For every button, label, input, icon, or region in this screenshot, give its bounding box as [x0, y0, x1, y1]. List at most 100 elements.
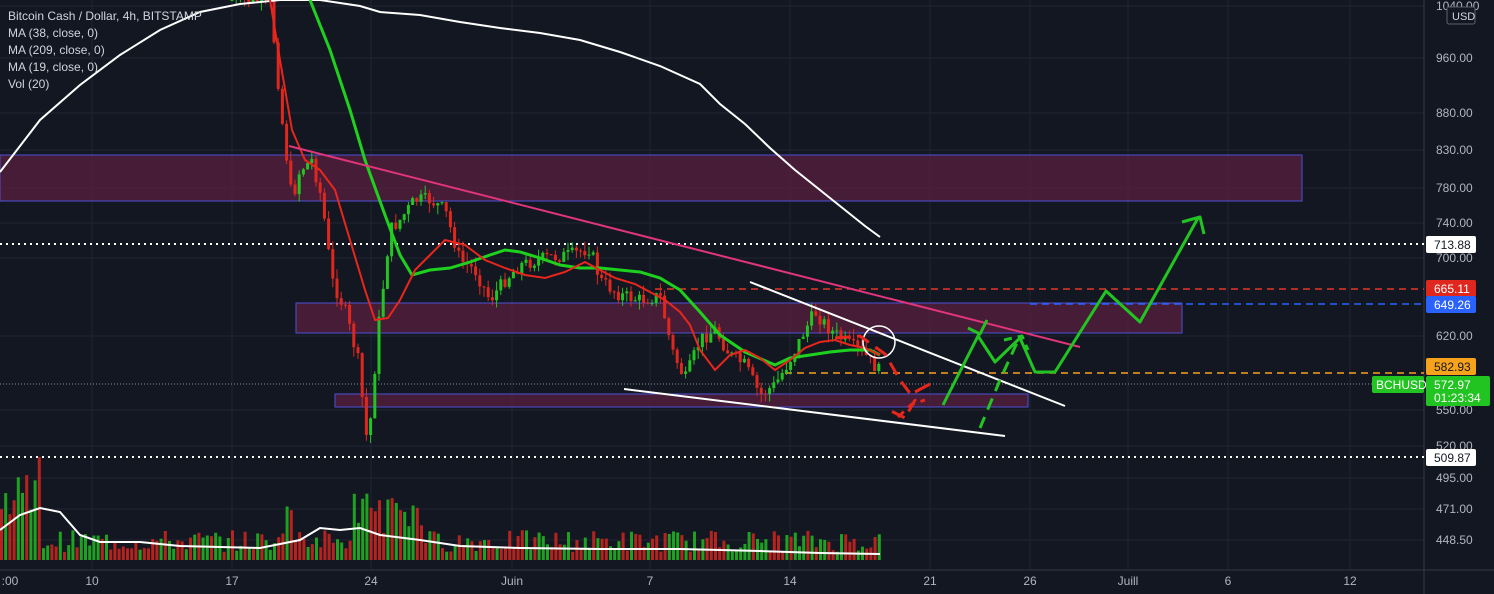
- legend-ma209[interactable]: MA (209, close, 0): [8, 43, 105, 57]
- volume-bar: [306, 546, 310, 560]
- volume-bar: [134, 541, 138, 560]
- volume-bar: [625, 550, 629, 560]
- legend-ma19[interactable]: MA (19, close, 0): [8, 60, 99, 74]
- volume-bar: [810, 535, 814, 560]
- volume-bar: [281, 533, 285, 560]
- volume-bar: [138, 549, 142, 560]
- descending-resistance-line[interactable]: [288, 145, 1081, 348]
- time-tick-17: 17: [225, 574, 239, 588]
- candle-body: [541, 252, 545, 259]
- volume-bar: [697, 550, 701, 560]
- tick-740: 740.00: [1436, 216, 1473, 230]
- currency-badge[interactable]: [1446, 6, 1476, 25]
- volume-bar: [617, 541, 621, 560]
- ma209-line[interactable]: [0, 0, 881, 238]
- grid: [0, 0, 1424, 570]
- countdown-tag: 01:23:34: [1434, 391, 1481, 405]
- volume-bar: [302, 538, 306, 560]
- breakout-circle[interactable]: [862, 325, 896, 359]
- volume-bar: [499, 548, 503, 560]
- volume-bar: [428, 531, 432, 560]
- candle-body: [679, 362, 683, 374]
- volume-bar: [310, 544, 314, 560]
- wedge-lower-line[interactable]: [623, 388, 1006, 437]
- volume-bar: [88, 545, 92, 560]
- candle-body: [415, 198, 419, 202]
- volume-bar: [478, 541, 482, 560]
- volume-bar: [877, 534, 881, 560]
- support-zone[interactable]: [334, 393, 1029, 408]
- ma38-line[interactable]: [308, 0, 881, 367]
- candle-body: [314, 158, 318, 183]
- volume-bar: [831, 550, 835, 560]
- candle-body: [482, 286, 486, 288]
- volume-bar: [210, 536, 213, 560]
- volume-bar: [424, 542, 428, 560]
- volume-bar: [218, 536, 222, 560]
- volume-bar: [407, 526, 411, 560]
- bullish-projection[interactable]: [941, 215, 1206, 429]
- volume-bar: [466, 538, 470, 560]
- volume-bar: [529, 549, 533, 560]
- candle-body: [663, 295, 667, 319]
- candle-body: [469, 264, 473, 267]
- legend-title[interactable]: Bitcoin Cash / Dollar, 4h, BITSTAMP: [8, 9, 202, 23]
- candle-body: [339, 298, 343, 305]
- volume-bar: [121, 546, 125, 560]
- volume-bar: [46, 545, 50, 560]
- candles: [230, 0, 881, 443]
- middle-zone[interactable]: [295, 302, 1183, 334]
- candle-body: [671, 335, 675, 350]
- candle-body: [587, 254, 591, 256]
- volume-bar: [327, 533, 331, 560]
- candle-body: [444, 202, 448, 212]
- candle-body: [457, 247, 461, 251]
- candle-body: [402, 214, 406, 220]
- candle-body: [847, 335, 851, 339]
- resistance-zone[interactable]: [0, 154, 1303, 202]
- volume-bar: [642, 546, 646, 560]
- candle-body: [642, 294, 646, 303]
- volume-ma-line: [0, 506, 881, 555]
- ma19-line[interactable]: [269, 0, 881, 372]
- volume-bar: [357, 522, 360, 560]
- bearish-projection[interactable]: [834, 334, 931, 420]
- candle-body: [705, 333, 709, 343]
- symbol-tag: BCHUSD: [1376, 378, 1427, 392]
- legend-vol[interactable]: Vol (20): [8, 77, 50, 91]
- candle-body: [423, 193, 427, 195]
- volume-bar: [835, 551, 839, 560]
- volume-bar: [457, 535, 461, 560]
- volume-bar: [579, 548, 583, 560]
- volume-bar: [79, 536, 83, 560]
- tick-471: 471.00: [1436, 502, 1473, 516]
- volume-bar: [277, 537, 281, 560]
- candle-body: [755, 375, 759, 388]
- volume-bar: [340, 542, 344, 560]
- time-axis[interactable]: :00 10 17 24 Juin 7 14 21 26 Juill 6 12: [2, 574, 1357, 588]
- tick-620: 620.00: [1436, 329, 1473, 343]
- legend-ma38[interactable]: MA (38, close, 0): [8, 26, 99, 40]
- candle-body: [684, 371, 688, 374]
- candle-body: [436, 203, 440, 206]
- candle-body: [461, 250, 465, 262]
- volume-bar: [567, 532, 570, 560]
- volume-bar: [789, 536, 793, 560]
- time-tick-24: 24: [364, 574, 378, 588]
- volume-bar: [777, 535, 780, 560]
- candle-body: [490, 297, 494, 301]
- volume-bar: [520, 530, 524, 560]
- candle-body: [784, 369, 788, 373]
- candle-body: [478, 275, 482, 287]
- volume-bar: [655, 535, 659, 560]
- candle-body: [390, 222, 394, 257]
- wedge-upper-line[interactable]: [749, 281, 1066, 407]
- volume-bar: [58, 531, 62, 560]
- candle-body: [621, 293, 625, 301]
- volume-bar: [180, 541, 184, 560]
- candle-body: [763, 393, 767, 395]
- candle-body: [453, 227, 457, 248]
- volume-bar: [659, 551, 663, 560]
- volume-bar: [508, 530, 512, 560]
